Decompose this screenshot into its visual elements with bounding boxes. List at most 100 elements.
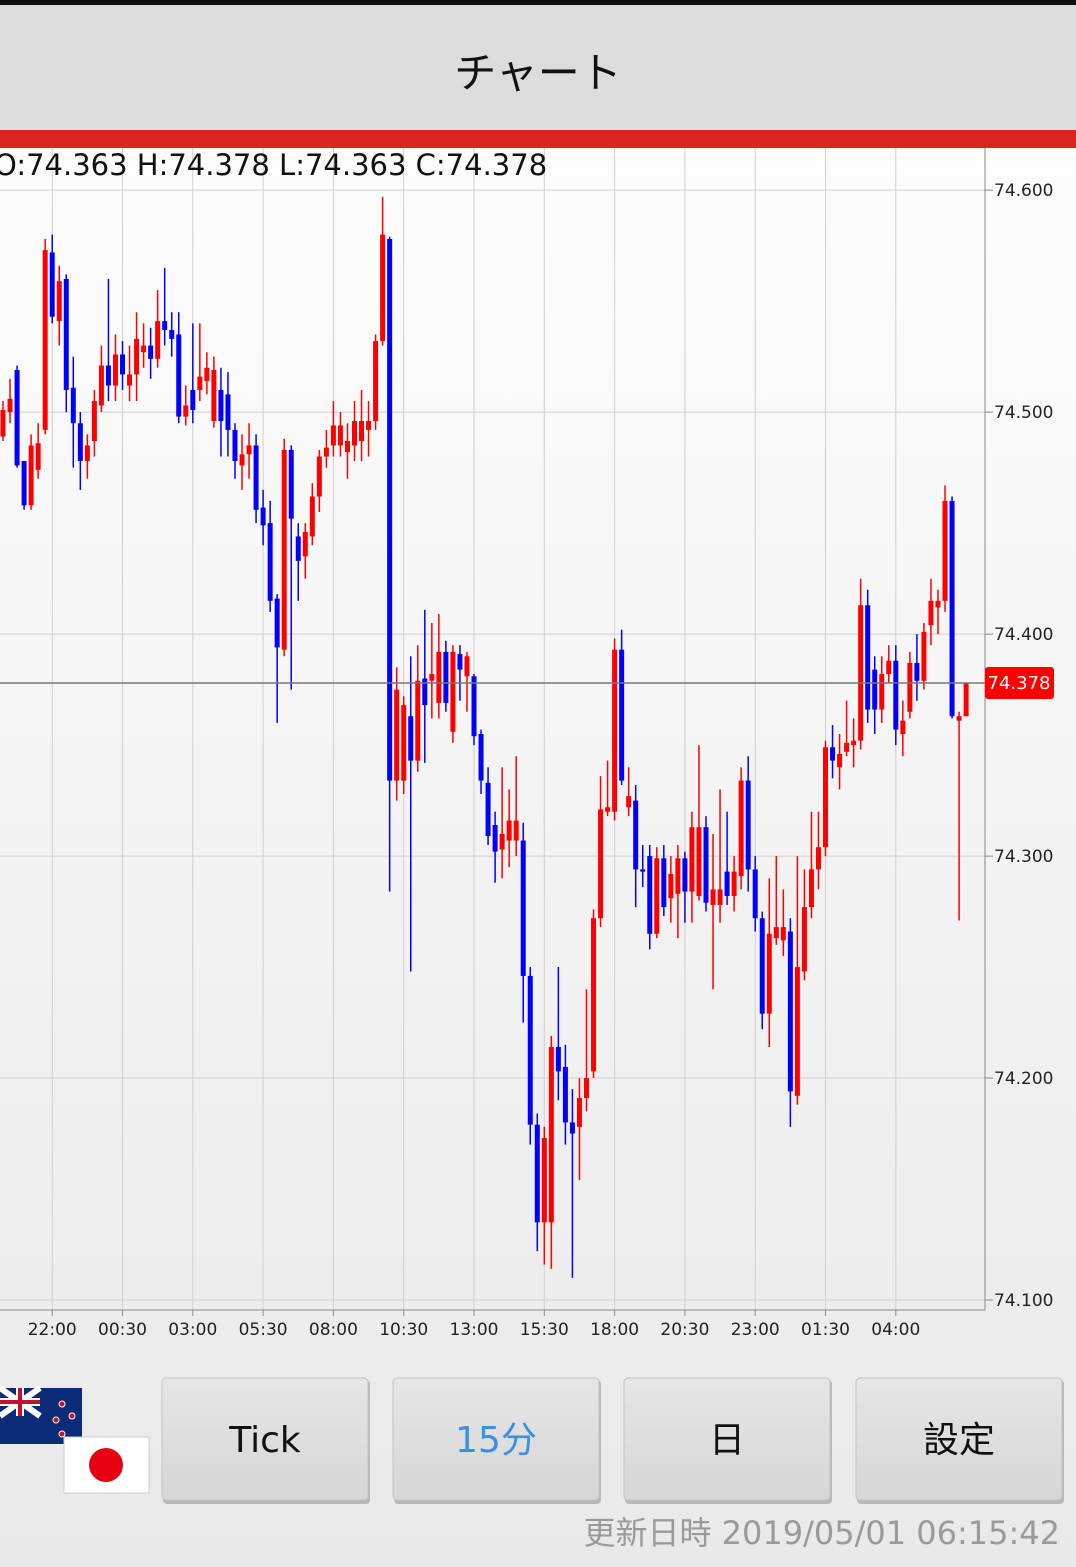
tab-button[interactable]: 設定 — [855, 1377, 1064, 1504]
header-title: チャート — [454, 49, 622, 98]
candle — [823, 740, 829, 857]
button-label[interactable]: Tick — [228, 1420, 301, 1461]
tab-button[interactable]: 日 — [623, 1377, 832, 1504]
candle-body — [352, 421, 357, 446]
candle — [541, 1126, 547, 1265]
candle — [844, 700, 850, 757]
candle-body — [176, 334, 182, 417]
candle-body — [724, 871, 730, 897]
x-tick-label: 20:30 — [660, 1320, 709, 1340]
candle-body — [274, 598, 280, 648]
candle — [893, 645, 899, 746]
candle — [879, 656, 885, 723]
candle-body — [583, 1078, 589, 1099]
candle — [7, 378, 13, 424]
candle — [330, 401, 336, 457]
candle-body — [464, 656, 470, 677]
candle — [141, 323, 147, 368]
candle-body — [710, 889, 716, 905]
candle-body — [808, 869, 814, 908]
candle-body — [373, 341, 379, 422]
candle — [766, 878, 772, 1047]
candle-body — [415, 680, 421, 761]
candle-body — [569, 1122, 575, 1134]
candle — [780, 889, 786, 956]
candle-body — [619, 649, 625, 781]
candle-body — [253, 445, 259, 510]
candle — [436, 614, 442, 719]
candle-body — [127, 374, 133, 386]
tab-button[interactable]: 15分 — [392, 1377, 601, 1504]
candle — [963, 682, 969, 717]
candle — [105, 278, 111, 402]
candle — [942, 485, 948, 612]
button-face[interactable] — [161, 1377, 369, 1501]
candle-body — [204, 367, 210, 382]
candle — [239, 434, 245, 490]
candle-body — [499, 833, 505, 850]
candle — [583, 989, 589, 1112]
candle — [605, 760, 611, 817]
candle-body — [387, 239, 393, 781]
candle-body — [893, 660, 899, 730]
candle — [91, 389, 97, 457]
candle-body — [344, 440, 350, 453]
candle-body — [731, 871, 737, 897]
candle — [626, 767, 632, 817]
button-label[interactable]: 日 — [709, 1420, 745, 1461]
button-label[interactable]: 15分 — [455, 1420, 537, 1461]
candle — [773, 856, 779, 945]
candle-body — [668, 873, 674, 899]
update-time: 更新日時 2019/05/01 06:15:42 — [583, 1514, 1060, 1552]
candle-body — [281, 449, 287, 650]
candle — [471, 674, 477, 746]
candle-body — [780, 927, 786, 941]
candle — [935, 589, 941, 635]
candle-body — [506, 820, 512, 841]
button-face[interactable] — [392, 1377, 600, 1501]
button-bar: Tick 15分 日 設定 — [161, 1377, 1064, 1504]
candle-body — [21, 460, 27, 506]
button-label[interactable]: 設定 — [923, 1420, 995, 1461]
candle — [63, 274, 69, 413]
candle-body — [837, 753, 843, 768]
candle — [759, 911, 765, 1030]
candle-body — [485, 782, 491, 837]
candle — [112, 334, 118, 402]
candle-body — [598, 809, 604, 919]
candle-body — [0, 409, 6, 437]
button-face[interactable] — [855, 1377, 1063, 1501]
candle-body — [963, 682, 969, 717]
candle-body — [787, 931, 793, 1092]
candle — [225, 372, 231, 457]
candle — [401, 696, 407, 794]
candle-body — [169, 330, 175, 339]
candle-body — [717, 889, 723, 905]
candle-body — [450, 651, 456, 732]
candle-body — [520, 840, 526, 976]
candle — [787, 918, 793, 1127]
candle-body — [162, 321, 168, 331]
tab-button[interactable]: Tick — [161, 1377, 370, 1504]
candle-body — [7, 398, 13, 413]
candle — [745, 756, 751, 892]
candle-body — [112, 354, 118, 386]
candle — [717, 789, 723, 923]
accent-bar — [0, 130, 1076, 148]
candle — [591, 909, 597, 1079]
flag-nz-star — [68, 1412, 76, 1420]
candle-body — [858, 605, 864, 741]
candle — [176, 312, 182, 424]
candle-body — [513, 820, 519, 841]
candle-body — [443, 651, 449, 703]
candle-body — [260, 507, 266, 526]
x-tick-label: 01:30 — [801, 1320, 850, 1340]
candle — [907, 651, 913, 719]
candle — [675, 844, 681, 939]
button-face[interactable] — [623, 1377, 831, 1501]
candle-body — [696, 827, 702, 897]
status-bar — [0, 0, 1076, 5]
candle-body — [35, 443, 41, 470]
x-tick-label: 00:30 — [98, 1320, 147, 1340]
candle-body — [759, 918, 765, 1014]
